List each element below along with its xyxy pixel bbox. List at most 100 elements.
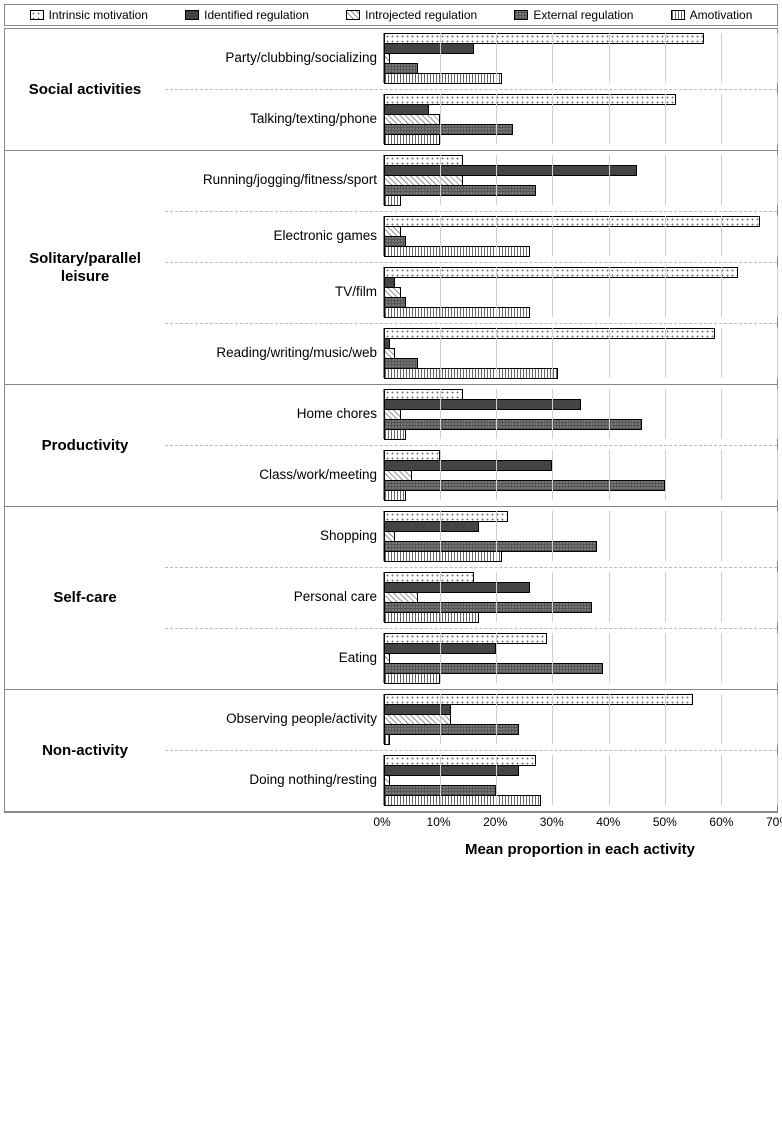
legend-swatch (346, 10, 360, 20)
activity-label: Shopping (165, 511, 383, 561)
x-tick-label: 10% (427, 815, 451, 829)
activity-label: Running/jogging/fitness/sport (165, 155, 383, 205)
category-label: Productivity (5, 385, 165, 506)
activity-label: Observing people/activity (165, 694, 383, 744)
plot-area: Social activitiesParty/clubbing/socializ… (4, 28, 778, 812)
activity-label: Eating (165, 633, 383, 683)
legend-swatch (671, 10, 685, 20)
bar-area (383, 572, 777, 622)
activities-column: Home chores Class/work/meeting (165, 385, 777, 506)
activities-column: Running/jogging/fitness/sport Electronic … (165, 151, 777, 384)
x-tick-label: 60% (709, 815, 733, 829)
motivation-chart: Intrinsic motivation Identified regulatio… (0, 0, 782, 872)
amotivation-bar (384, 134, 440, 145)
category-label: Solitary/parallel leisure (5, 151, 165, 384)
activity-label: Class/work/meeting (165, 450, 383, 500)
x-tick-label: 30% (540, 815, 564, 829)
x-tick-label: 20% (483, 815, 507, 829)
x-tick-label: 70% (766, 815, 782, 829)
category-block: ProductivityHome chores Class/work/meetin… (5, 384, 777, 506)
activity-label: TV/film (165, 267, 383, 317)
intrinsic-bar (384, 328, 715, 339)
x-tick-label: 0% (373, 815, 390, 829)
bar-area (383, 216, 777, 256)
legend-item: Introjected regulation (346, 8, 477, 22)
amotivation-bar (384, 429, 406, 440)
x-tick-label: 50% (653, 815, 677, 829)
x-axis: 0%10%20%30%40%50%60%70% (4, 812, 778, 835)
external-bar (384, 185, 536, 196)
activity-row: Electronic games (165, 211, 777, 262)
legend-swatch (185, 10, 199, 20)
legend-item: External regulation (514, 8, 633, 22)
identified-bar (384, 765, 519, 776)
legend-item: Amotivation (671, 8, 753, 22)
bar-area (383, 267, 777, 317)
activity-label: Personal care (165, 572, 383, 622)
activity-row: Class/work/meeting (165, 445, 777, 506)
amotivation-bar (384, 734, 390, 745)
activity-row: Shopping (165, 507, 777, 567)
legend-item: Identified regulation (185, 8, 309, 22)
amotivation-bar (384, 246, 530, 257)
activity-row: Home chores (165, 385, 777, 445)
activity-row: Reading/writing/music/web (165, 323, 777, 384)
intrinsic-bar (384, 267, 738, 278)
activity-row: Eating (165, 628, 777, 689)
bar-area (383, 633, 777, 683)
category-block: Self-careShoppingPersonal careEating (5, 506, 777, 689)
legend-swatch (30, 10, 44, 20)
amotivation-bar (384, 490, 406, 501)
identified-bar (384, 643, 496, 654)
activity-row: TV/film (165, 262, 777, 323)
external-bar (384, 419, 642, 430)
activities-column: Shopping Personal care Eating (165, 507, 777, 689)
amotivation-bar (384, 551, 502, 562)
identified-bar (384, 521, 479, 532)
activity-label: Doing nothing/resting (165, 755, 383, 805)
legend-label: Amotivation (690, 8, 753, 22)
bar-area (383, 450, 777, 500)
activity-label: Electronic games (165, 216, 383, 256)
legend-label: Introjected regulation (365, 8, 477, 22)
activity-label: Party/clubbing/socializing (165, 33, 383, 83)
activity-label: Reading/writing/music/web (165, 328, 383, 378)
amotivation-bar (384, 795, 541, 806)
bar-area (383, 389, 777, 439)
activity-row: Observing people/activity (165, 690, 777, 750)
amotivation-bar (384, 368, 558, 379)
activity-label: Home chores (165, 389, 383, 439)
activity-row: Doing nothing/resting (165, 750, 777, 811)
activities-column: Observing people/activity Doing nothing/r… (165, 690, 777, 811)
category-block: Solitary/parallel leisureRunning/jogging… (5, 150, 777, 384)
bar-area (383, 33, 777, 83)
bar-area (383, 328, 777, 378)
legend-label: Intrinsic motivation (49, 8, 148, 22)
legend-swatch (514, 10, 528, 20)
activity-row: Running/jogging/fitness/sport (165, 151, 777, 211)
amotivation-bar (384, 195, 401, 206)
amotivation-bar (384, 673, 440, 684)
x-tick-label: 40% (596, 815, 620, 829)
legend-label: External regulation (533, 8, 633, 22)
category-block: Social activitiesParty/clubbing/socializ… (5, 28, 777, 150)
bar-area (383, 755, 777, 805)
category-label: Non-activity (5, 690, 165, 811)
amotivation-bar (384, 307, 530, 318)
bar-area (383, 155, 777, 205)
bar-area (383, 94, 777, 144)
category-block: Non-activityObserving people/activity Doi… (5, 689, 777, 811)
activities-column: Party/clubbing/socializing Talking/textin… (165, 29, 777, 150)
activity-row: Talking/texting/phone (165, 89, 777, 150)
bar-area (383, 694, 777, 744)
legend: Intrinsic motivation Identified regulatio… (4, 4, 778, 26)
category-label: Social activities (5, 29, 165, 150)
identified-bar (384, 43, 474, 54)
intrinsic-bar (384, 216, 760, 227)
amotivation-bar (384, 73, 502, 84)
activity-row: Personal care (165, 567, 777, 628)
legend-label: Identified regulation (204, 8, 309, 22)
external-bar (384, 480, 665, 491)
identified-bar (384, 399, 581, 410)
x-axis-title: Mean proportion in each activity (382, 835, 778, 868)
